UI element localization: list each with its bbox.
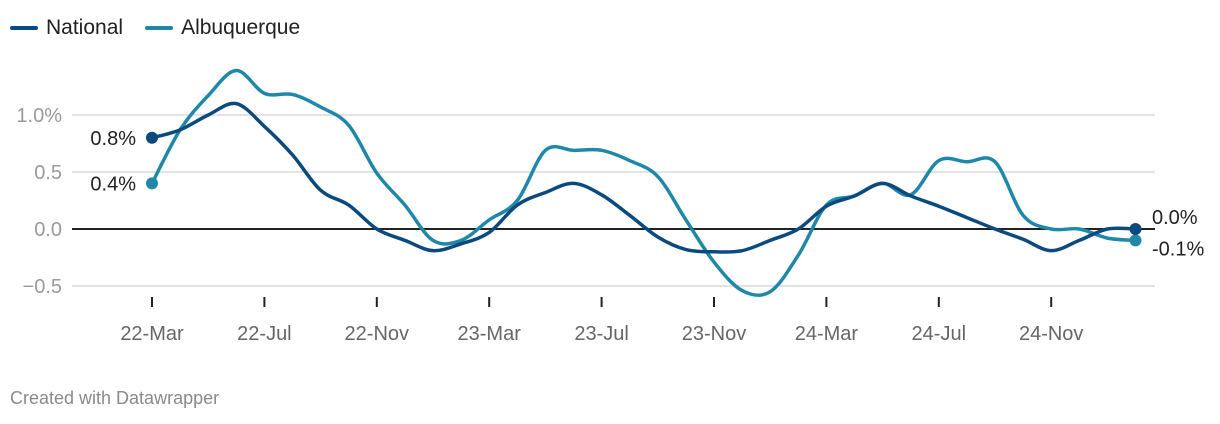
legend-item-albuquerque: Albuquerque — [145, 16, 300, 40]
legend-swatch-national — [10, 26, 38, 30]
y-tick-label: 0.5 — [34, 162, 62, 184]
end-label-albuquerque: -0.1% — [1152, 238, 1204, 260]
x-tick-label: 23-Nov — [682, 323, 746, 345]
x-tick-label: 24-Nov — [1019, 323, 1083, 345]
y-tick-label: 1.0% — [16, 105, 62, 127]
start-point-national — [146, 131, 158, 144]
series-line-albuquerque — [150, 68, 1136, 297]
x-tick-label: 22-Nov — [345, 323, 409, 345]
legend-label: Albuquerque — [181, 16, 301, 39]
legend-item-national: National — [10, 16, 123, 40]
legend-swatch-albuquerque — [145, 26, 174, 30]
x-tick-label: 23-Jul — [574, 323, 628, 345]
x-tick-label: 23-Mar — [458, 323, 522, 345]
y-tick-label: −0.5 — [23, 276, 62, 298]
start-label-national: 0.8% — [90, 128, 136, 150]
legend: National Albuquerque — [10, 16, 300, 40]
series-line-national — [151, 101, 1136, 254]
x-tick-label: 22-Mar — [120, 323, 184, 345]
y-tick-label: 0.0 — [34, 219, 62, 241]
x-tick-label: 24-Jul — [912, 323, 966, 345]
start-label-albuquerque: 0.4% — [90, 173, 136, 195]
x-tick-label: 24-Mar — [795, 323, 859, 345]
start-point-albuquerque — [146, 177, 158, 190]
end-label-national: 0.0% — [1152, 207, 1198, 229]
x-tick-label: 22-Jul — [237, 323, 291, 345]
end-point-national — [1129, 223, 1142, 235]
attribution: Created with Datawrapper — [10, 388, 220, 408]
end-point-albuquerque — [1129, 234, 1142, 247]
legend-label: National — [46, 16, 124, 39]
